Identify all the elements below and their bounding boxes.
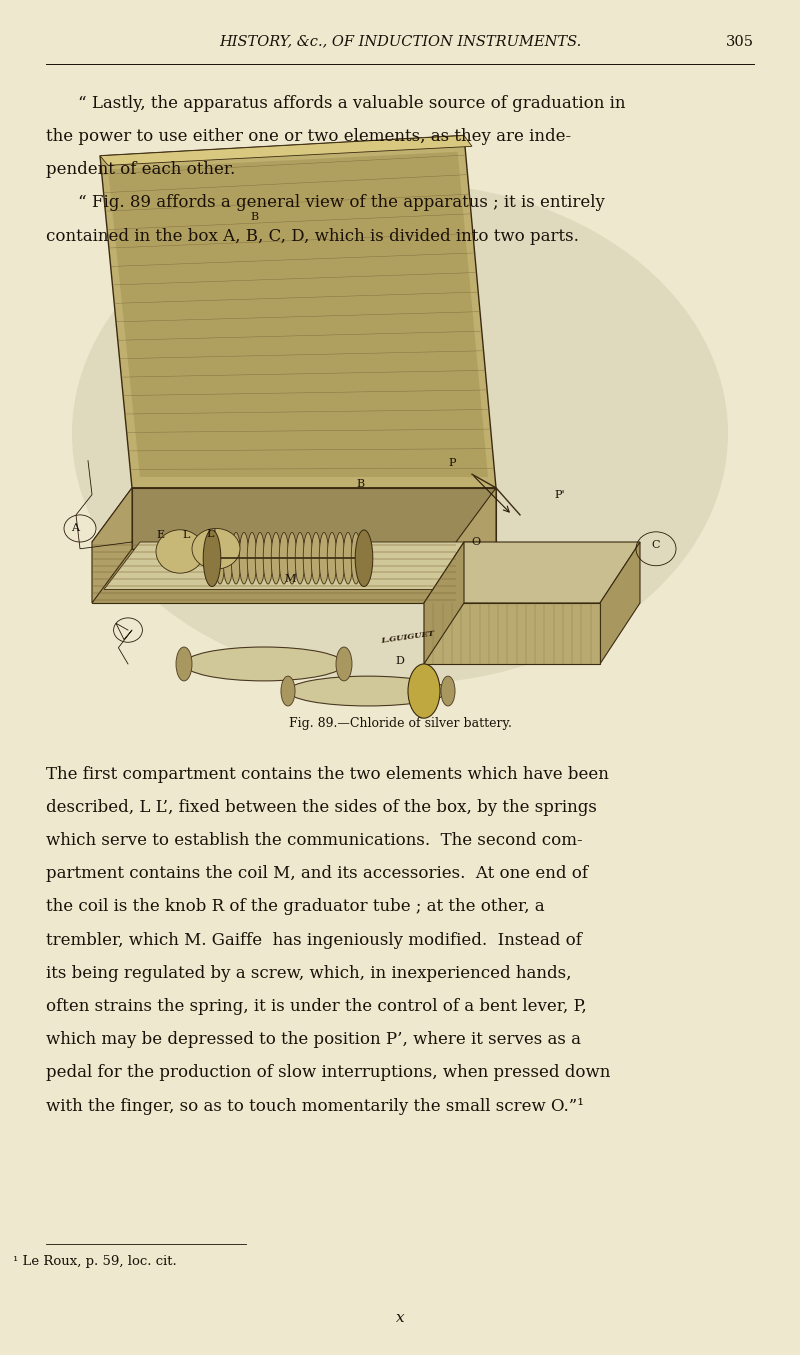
Text: D: D bbox=[395, 656, 405, 667]
Text: often strains the spring, it is under the control of a bent lever, P,: often strains the spring, it is under th… bbox=[46, 999, 587, 1015]
Ellipse shape bbox=[319, 533, 329, 584]
Ellipse shape bbox=[287, 533, 297, 584]
Ellipse shape bbox=[184, 646, 344, 680]
Text: L: L bbox=[182, 530, 190, 541]
Polygon shape bbox=[100, 136, 496, 488]
Ellipse shape bbox=[247, 533, 257, 584]
Polygon shape bbox=[100, 136, 472, 165]
Text: B: B bbox=[250, 211, 258, 222]
Text: the power to use either one or two elements, as they are inde-: the power to use either one or two eleme… bbox=[46, 127, 571, 145]
Text: partment contains the coil M, and its accessories.  At one end of: partment contains the coil M, and its ac… bbox=[46, 866, 588, 882]
Text: described, L L’, fixed between the sides of the box, by the springs: described, L L’, fixed between the sides… bbox=[46, 799, 598, 816]
Text: pendent of each other.: pendent of each other. bbox=[46, 161, 236, 179]
Text: HISTORY, &c., OF INDUCTION INSTRUMENTS.: HISTORY, &c., OF INDUCTION INSTRUMENTS. bbox=[219, 35, 581, 49]
Ellipse shape bbox=[288, 676, 448, 706]
Ellipse shape bbox=[343, 533, 353, 584]
Ellipse shape bbox=[231, 533, 241, 584]
Polygon shape bbox=[456, 488, 496, 603]
Text: x: x bbox=[396, 1312, 404, 1325]
Text: B: B bbox=[356, 478, 364, 489]
Text: “ Lastly, the apparatus affords a valuable source of graduation in: “ Lastly, the apparatus affords a valuab… bbox=[78, 95, 626, 112]
Polygon shape bbox=[104, 542, 480, 589]
Text: Fig. 89.—Chloride of silver battery.: Fig. 89.—Chloride of silver battery. bbox=[289, 717, 511, 730]
Text: pedal for the pro​duction of slow interruptions, when pressed down: pedal for the pro​duction of slow interr… bbox=[46, 1065, 610, 1081]
Text: trembler, which M. Gaiffe  has ingeniously modified.  Instead of: trembler, which M. Gaiffe has ingeniousl… bbox=[46, 932, 582, 948]
Text: M: M bbox=[285, 573, 296, 584]
Ellipse shape bbox=[156, 530, 204, 573]
Ellipse shape bbox=[279, 533, 289, 584]
Ellipse shape bbox=[295, 533, 305, 584]
Polygon shape bbox=[424, 542, 464, 664]
Ellipse shape bbox=[223, 533, 233, 584]
Polygon shape bbox=[600, 542, 640, 664]
Text: with the finger, so as to touch momentarily the small screw O.”¹: with the finger, so as to touch momentar… bbox=[46, 1098, 584, 1115]
Ellipse shape bbox=[176, 646, 192, 680]
Ellipse shape bbox=[281, 676, 295, 706]
Ellipse shape bbox=[203, 530, 221, 587]
Text: the coil is the knob R of the graduator tube ; at the other, a: the coil is the knob R of the graduator … bbox=[46, 898, 545, 916]
Polygon shape bbox=[132, 488, 496, 549]
Ellipse shape bbox=[336, 646, 352, 680]
Text: which serve to establish the communications.  The second com-: which serve to establish the communicati… bbox=[46, 832, 583, 850]
Polygon shape bbox=[424, 542, 640, 603]
Text: O: O bbox=[471, 537, 481, 547]
Ellipse shape bbox=[408, 664, 440, 718]
Ellipse shape bbox=[355, 530, 373, 587]
Text: “ Fig. 89 affords a general view of the apparatus ; it is entirely: “ Fig. 89 affords a general view of the … bbox=[78, 194, 606, 211]
Ellipse shape bbox=[255, 533, 265, 584]
Ellipse shape bbox=[303, 533, 313, 584]
Text: L.GUIGUET: L.GUIGUET bbox=[381, 629, 435, 645]
Ellipse shape bbox=[311, 533, 321, 584]
Text: C: C bbox=[652, 539, 660, 550]
Ellipse shape bbox=[351, 533, 361, 584]
Ellipse shape bbox=[263, 533, 273, 584]
Ellipse shape bbox=[327, 533, 337, 584]
Ellipse shape bbox=[192, 528, 240, 569]
Text: The first compartment contains the two elements which have been: The first compartment contains the two e… bbox=[46, 766, 610, 783]
Ellipse shape bbox=[335, 533, 345, 584]
Ellipse shape bbox=[215, 533, 225, 584]
Text: its being regulated by a screw, which, in inexperienced hands,: its being regulated by a screw, which, i… bbox=[46, 965, 572, 982]
Ellipse shape bbox=[441, 676, 455, 706]
Text: contained in the box A, B, C, D, which is divided into two parts.: contained in the box A, B, C, D, which i… bbox=[46, 228, 579, 245]
Text: ¹ Le Roux, p. 59, ​loc. cit.: ¹ Le Roux, p. 59, ​loc. cit. bbox=[13, 1255, 176, 1268]
Text: 305: 305 bbox=[726, 35, 754, 49]
Text: E: E bbox=[156, 530, 164, 541]
Polygon shape bbox=[424, 603, 600, 664]
Polygon shape bbox=[92, 488, 496, 542]
Ellipse shape bbox=[72, 183, 728, 684]
Ellipse shape bbox=[271, 533, 281, 584]
Polygon shape bbox=[92, 488, 132, 603]
Text: A: A bbox=[71, 523, 79, 534]
Text: P': P' bbox=[554, 489, 566, 500]
Text: L': L' bbox=[206, 528, 218, 539]
Polygon shape bbox=[108, 152, 488, 477]
Text: P: P bbox=[448, 458, 456, 469]
Text: which may be depressed to the position P’, where it serves as a: which may be depressed to the position P… bbox=[46, 1031, 582, 1049]
Ellipse shape bbox=[239, 533, 249, 584]
Polygon shape bbox=[92, 542, 456, 603]
